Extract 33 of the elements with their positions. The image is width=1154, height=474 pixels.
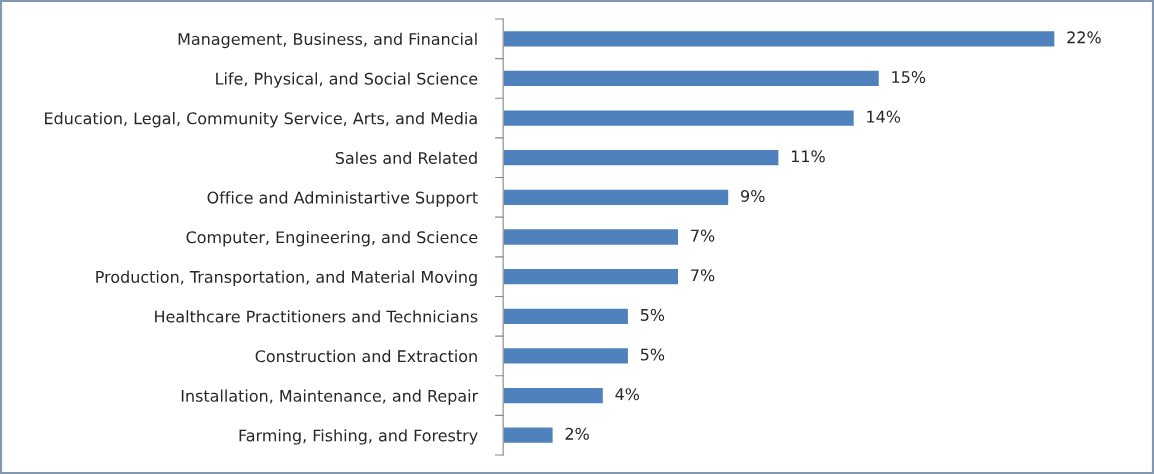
y-tick-label: Management, Business, and Financial <box>178 32 477 49</box>
bar <box>503 29 1056 48</box>
bar <box>503 227 680 247</box>
data-label: 2% <box>565 427 589 440</box>
data-label: 22% <box>1067 31 1101 44</box>
y-tick-label: Office and Administartive Support <box>207 191 478 207</box>
bar <box>503 69 881 88</box>
data-label: 14% <box>867 110 901 123</box>
bar <box>503 386 605 405</box>
y-tick-label: Installation, Maintenance, and Repair <box>181 389 479 405</box>
data-label: 9% <box>741 189 765 202</box>
y-tick-label: Healthcare Practitioners and Technicians <box>155 310 478 323</box>
bar <box>503 426 555 445</box>
y-tick-label: Life, Physical, and Social Science <box>216 72 478 88</box>
data-label: 4% <box>615 388 640 401</box>
bar <box>503 148 780 167</box>
bar <box>503 267 680 286</box>
bar <box>503 188 730 207</box>
bar <box>503 307 630 326</box>
y-tick-label: Construction and Extraction <box>255 349 477 363</box>
y-tick-label: Education, Legal, Community Service, Arts, and Media <box>45 112 477 128</box>
data-label: 7% <box>691 269 715 282</box>
data-label: 11% <box>791 150 825 163</box>
bar <box>503 346 630 365</box>
y-tick-label: Farming, Fishing, and Forestry <box>239 429 478 445</box>
y-tick-label: Computer, Engineering, and Science <box>186 230 478 247</box>
data-label: 15% <box>892 70 926 84</box>
data-label: 7% <box>691 229 715 242</box>
data-label: 5% <box>640 308 665 321</box>
data-label: 5% <box>640 348 665 361</box>
y-tick-label: Sales and Related <box>335 151 477 165</box>
y-tick-label: Production, Transportation, and Material Moving <box>96 270 477 287</box>
bar <box>503 109 856 128</box>
